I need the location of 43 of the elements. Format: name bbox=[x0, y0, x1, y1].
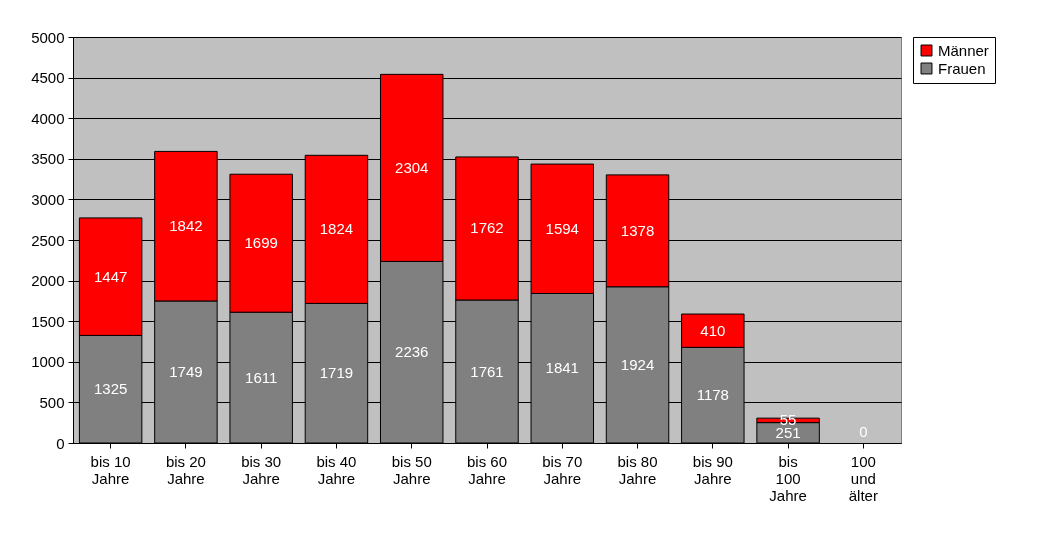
data-label: 2236 bbox=[395, 343, 429, 361]
y-tick-label: 0 bbox=[56, 434, 65, 452]
data-label: 1594 bbox=[545, 219, 579, 237]
y-tick-label: 4500 bbox=[31, 69, 65, 87]
data-label: 1178 bbox=[696, 386, 729, 404]
x-tick-label: bis 70 Jahre bbox=[542, 452, 583, 487]
y-tick-label: 3500 bbox=[31, 150, 65, 168]
y-tick-label: 2500 bbox=[31, 231, 65, 249]
x-tick-label: bis 100 Jahre bbox=[769, 452, 807, 504]
data-label: 1749 bbox=[169, 362, 203, 380]
y-tick-label: 500 bbox=[39, 393, 65, 411]
y-tick-label: 1500 bbox=[31, 312, 65, 330]
data-label: 1762 bbox=[470, 219, 504, 237]
x-tick-label: bis 30 Jahre bbox=[241, 452, 282, 487]
x-tick-label: bis 50 Jahre bbox=[391, 452, 432, 487]
y-tick-label: 3000 bbox=[31, 190, 65, 208]
data-label: 1924 bbox=[620, 355, 655, 373]
legend-label: Männer bbox=[938, 41, 989, 59]
x-tick-label: bis 10 Jahre bbox=[90, 452, 131, 487]
x-tick-label: bis 40 Jahre bbox=[316, 452, 357, 487]
x-tick-label: bis 90 Jahre bbox=[692, 452, 733, 487]
legend-label: Frauen bbox=[938, 59, 986, 77]
y-tick-label: 4000 bbox=[31, 109, 65, 127]
data-label: 1611 bbox=[245, 368, 278, 386]
y-tick-label: 2000 bbox=[31, 272, 65, 290]
data-label: 1719 bbox=[319, 364, 354, 382]
x-tick-label: bis 60 Jahre bbox=[466, 452, 508, 487]
data-label: 1378 bbox=[620, 221, 655, 239]
x-tick-label: 100 und älter bbox=[848, 452, 878, 504]
data-label: 1699 bbox=[244, 234, 278, 252]
data-label: 1824 bbox=[319, 220, 354, 238]
data-label: 1842 bbox=[169, 217, 203, 235]
data-label: 1325 bbox=[93, 380, 128, 398]
data-label: 1447 bbox=[93, 267, 128, 285]
y-tick-label: 1000 bbox=[31, 353, 65, 371]
data-label: 1761 bbox=[470, 362, 504, 380]
data-label: 1841 bbox=[545, 359, 579, 377]
x-tick-label: bis 80 Jahre bbox=[617, 452, 658, 487]
data-label: 2304 bbox=[395, 158, 429, 176]
x-tick-label: bis 20 Jahre bbox=[165, 452, 206, 487]
y-tick-label: 5000 bbox=[31, 28, 65, 46]
data-label: 410 bbox=[700, 321, 726, 339]
data-label: 0 bbox=[859, 423, 868, 440]
